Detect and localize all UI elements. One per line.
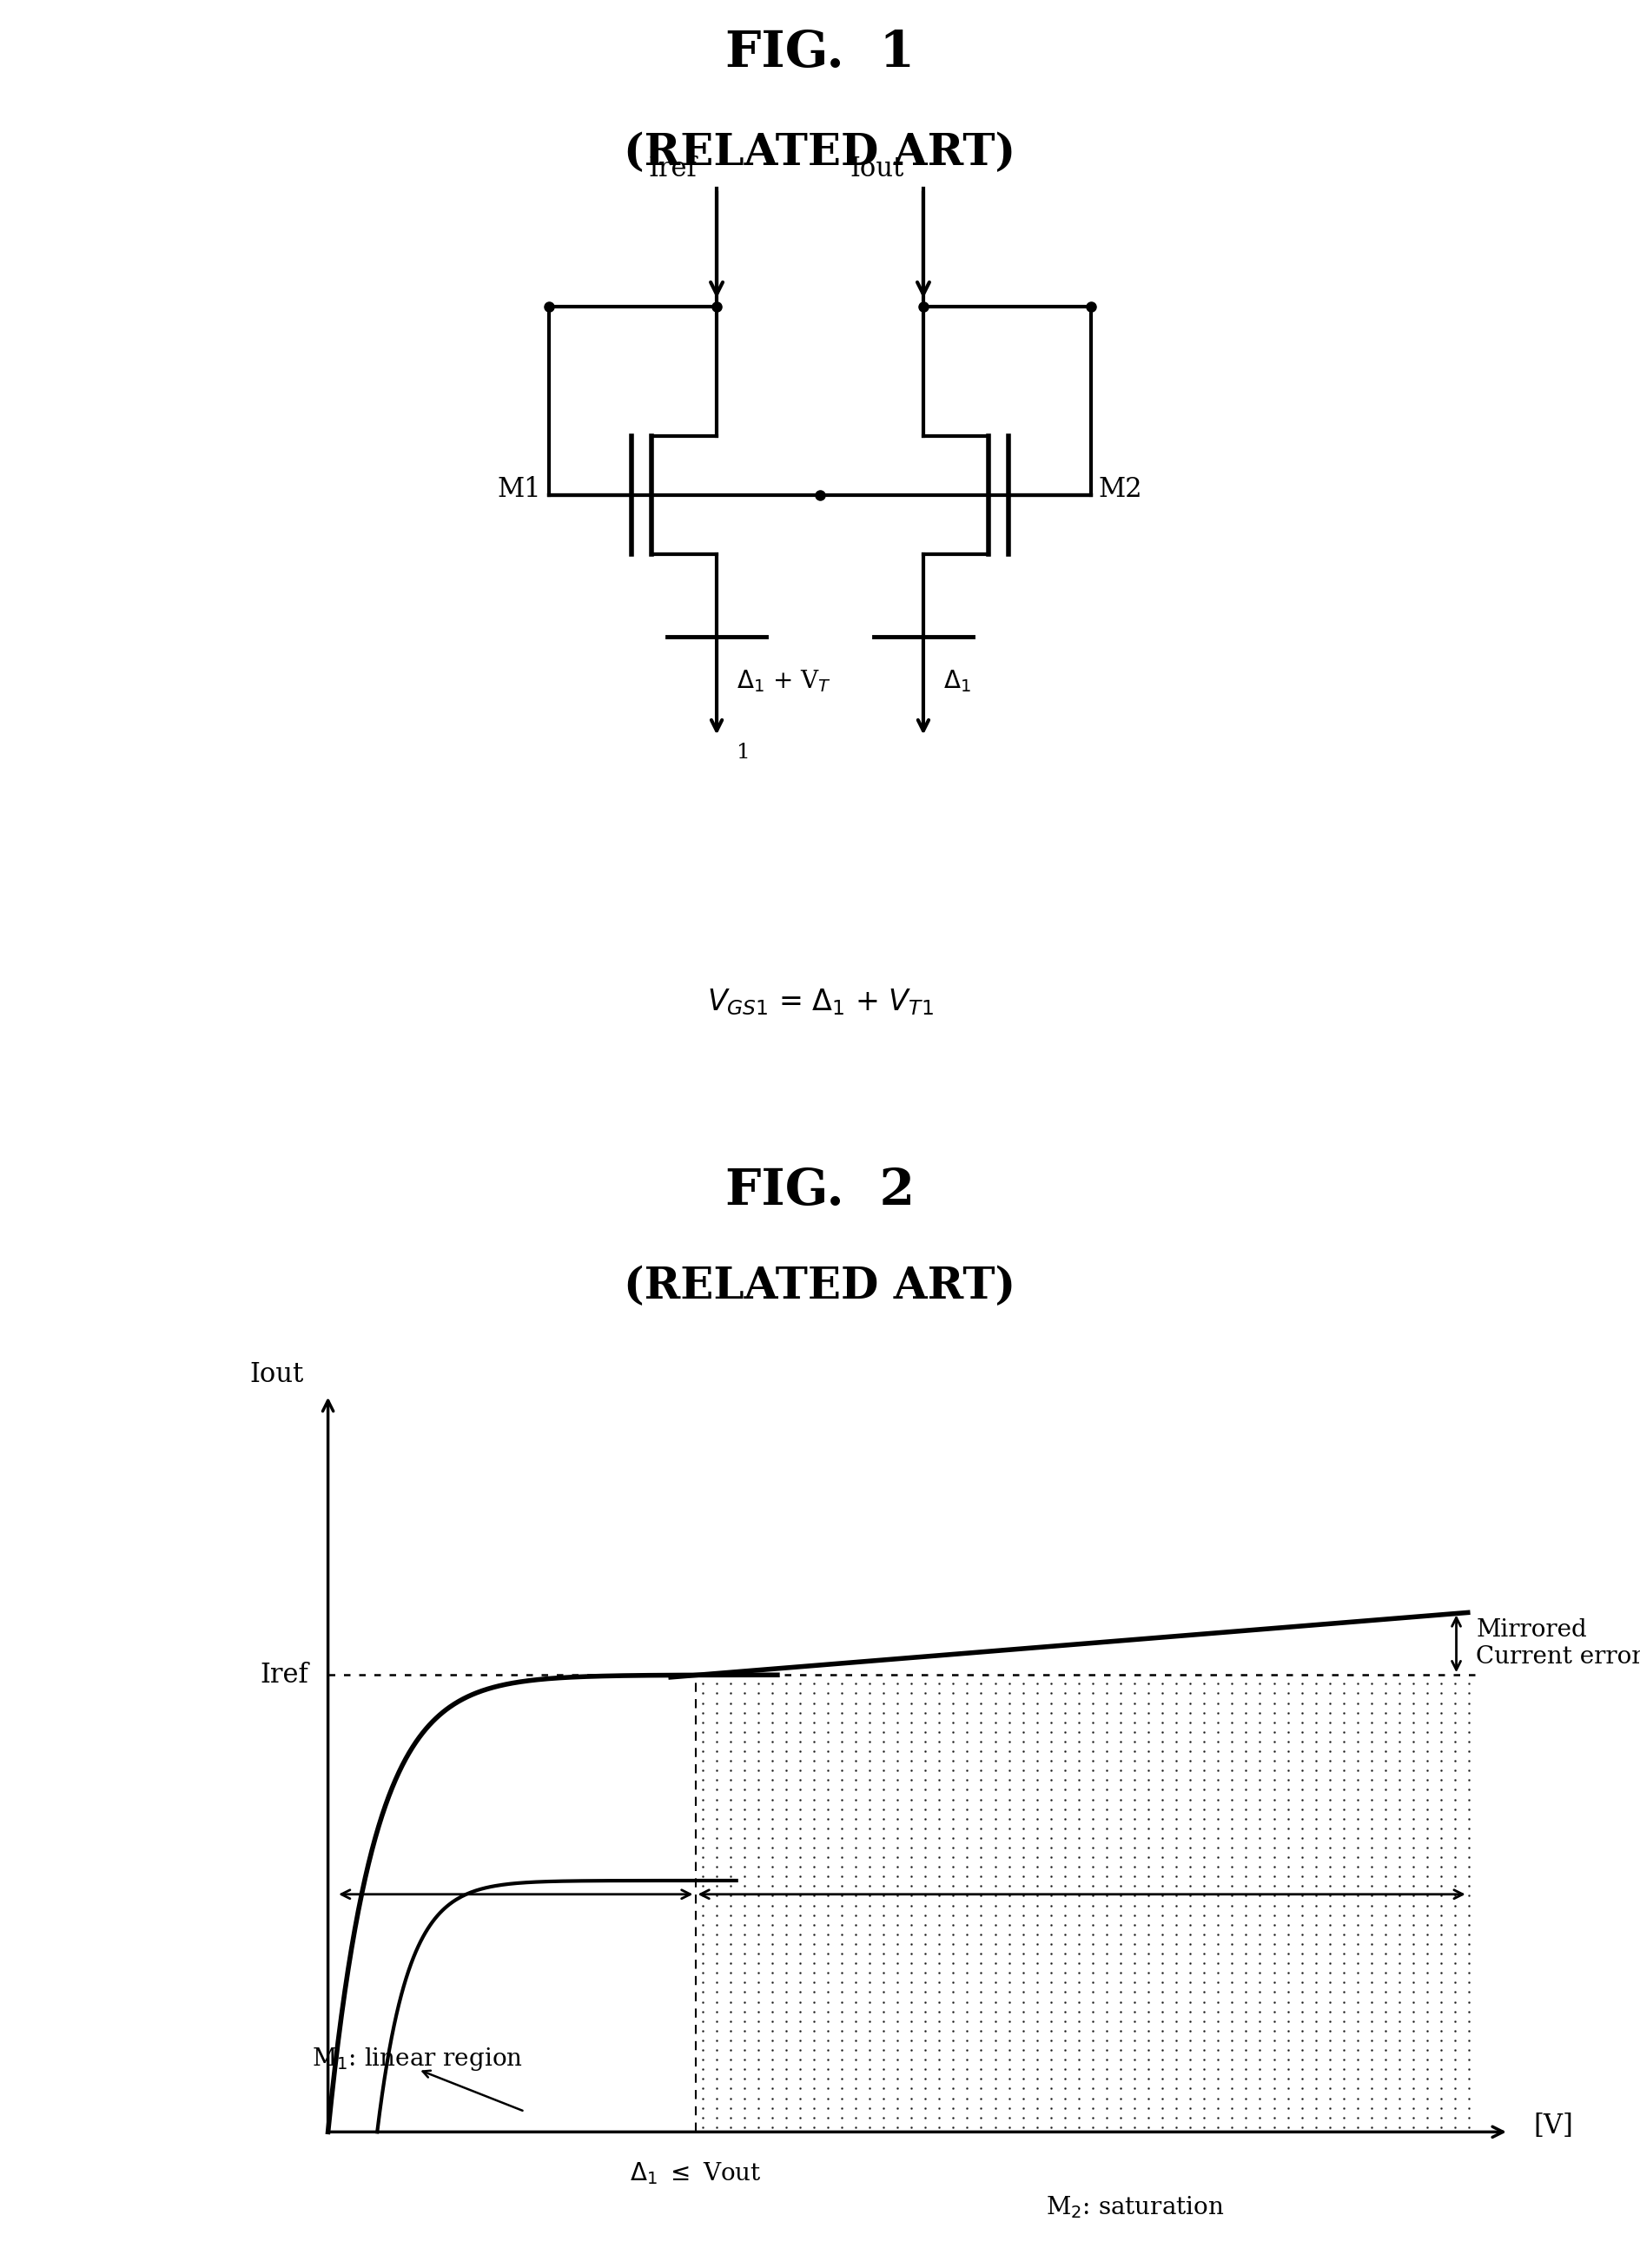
Text: [V]: [V] <box>1533 2114 1573 2139</box>
Text: Iref: Iref <box>648 156 697 184</box>
Text: $\Delta_1$: $\Delta_1$ <box>943 669 971 694</box>
Text: Iref: Iref <box>259 1662 308 1687</box>
Text: $V_{GS1}$ = $\Delta_1$ + $V_{T1}$: $V_{GS1}$ = $\Delta_1$ + $V_{T1}$ <box>707 987 933 1018</box>
Text: FIG.  2: FIG. 2 <box>725 1166 915 1216</box>
Text: M$_1$: linear region: M$_1$: linear region <box>312 2046 523 2073</box>
Text: Mirrored
Current error: Mirrored Current error <box>1476 1619 1640 1669</box>
Text: FIG.  1: FIG. 1 <box>725 29 915 77</box>
Text: (RELATED ART): (RELATED ART) <box>625 1266 1015 1309</box>
Text: Iout: Iout <box>249 1361 303 1388</box>
Text: $\Delta_1$ $\leq$ Vout: $\Delta_1$ $\leq$ Vout <box>630 2159 761 2186</box>
Text: $\Delta_1$ + V$_T$: $\Delta_1$ + V$_T$ <box>736 669 831 694</box>
Text: M2: M2 <box>1099 476 1143 503</box>
Text: M$_2$: saturation: M$_2$: saturation <box>1046 2195 1223 2220</box>
Text: 1: 1 <box>736 744 749 762</box>
Text: (RELATED ART): (RELATED ART) <box>625 132 1015 175</box>
Text: M1: M1 <box>497 476 541 503</box>
Text: Iout: Iout <box>850 156 904 184</box>
